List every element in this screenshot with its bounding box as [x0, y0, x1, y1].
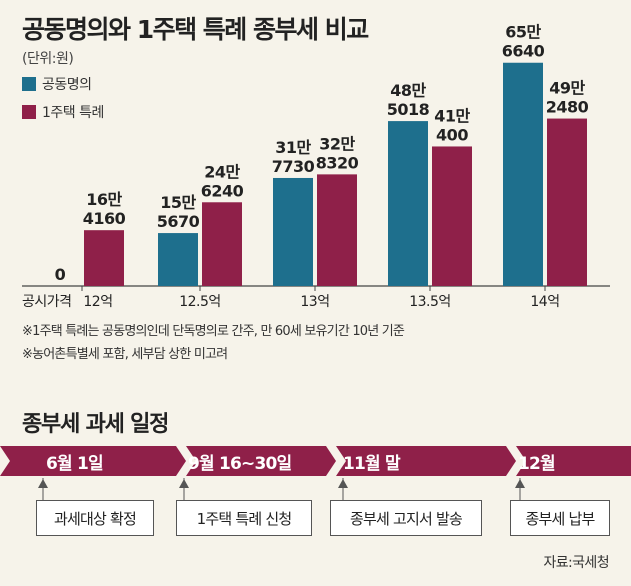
data-label-single-4: 2480	[546, 98, 589, 117]
data-label-joint-0: 0	[55, 265, 66, 284]
bar-joint-1	[158, 233, 198, 286]
chart-title: 공동명의와 1주택 특례 종부세 비교	[22, 15, 369, 44]
timeline-band-shape	[186, 446, 336, 476]
x-tick-label-4: 14억	[530, 294, 559, 310]
bar-joint-2	[273, 177, 313, 286]
source-label: 자료:국세청	[543, 555, 609, 571]
unit-label: (단위:원)	[22, 51, 74, 67]
data-label-joint-1: 5670	[157, 212, 200, 231]
connector-arrow	[515, 479, 525, 488]
timeline-band-shape	[0, 446, 186, 476]
timeline-band-shape	[336, 446, 516, 476]
note-2: ※농어촌특별세 포함, 세부담 상한 미고려	[22, 347, 228, 362]
data-label-single-1: 24만	[204, 162, 240, 181]
data-label-joint-2: 31만	[275, 138, 311, 157]
data-label-single-1: 6240	[201, 181, 244, 200]
connector-arrow	[179, 479, 189, 488]
legend-label-joint: 공동명의	[42, 77, 92, 93]
legend-item-joint: 공동명의	[22, 74, 92, 94]
legend-label-single: 1주택 특례	[42, 105, 104, 121]
data-label-joint-3: 48만	[390, 81, 426, 100]
x-tick-label-2: 13억	[300, 294, 329, 310]
legend-item-single: 1주택 특례	[22, 102, 104, 122]
data-label-joint-1: 15만	[160, 193, 196, 212]
x-axis-prefix: 공시가격	[22, 294, 72, 310]
data-label-single-2: 32만	[319, 134, 355, 153]
connector-arrow	[338, 479, 348, 488]
bar-joint-3	[388, 121, 428, 287]
data-label-single-3: 41만	[434, 106, 470, 125]
event-box-4: 종부세 납부	[510, 500, 610, 536]
x-tick-label-3: 13.5억	[409, 294, 451, 310]
bar-single-4	[547, 118, 587, 287]
bar-single-3	[432, 146, 472, 286]
event-box-3: 종부세 고지서 발송	[330, 500, 482, 536]
milestone-date-1: 6월 1일	[46, 454, 104, 474]
data-label-joint-2: 7730	[272, 157, 315, 176]
milestone-date-3: 11월 말	[343, 454, 401, 474]
event-box-1: 과세대상 확정	[36, 500, 154, 536]
timeline-band-shape	[516, 446, 631, 476]
data-label-single-3: 400	[436, 125, 468, 144]
x-tick-label-1: 12.5억	[179, 294, 221, 310]
data-label-single-2: 8320	[316, 153, 359, 172]
x-tick-label-0: 12억	[83, 294, 112, 310]
data-label-joint-4: 6640	[502, 42, 545, 61]
milestone-date-2: 9월 16~30일	[188, 454, 292, 474]
bar-joint-4	[503, 62, 543, 286]
data-label-single-4: 49만	[549, 79, 585, 98]
bar-single-2	[317, 174, 357, 286]
data-label-single-0: 16만	[86, 190, 122, 209]
data-label-single-0: 4160	[83, 209, 126, 228]
schedule-title: 종부세 과세 일정	[22, 412, 169, 437]
connector-arrow	[38, 479, 48, 488]
data-label-joint-3: 5018	[387, 100, 430, 119]
bar-single-0	[84, 230, 124, 286]
milestone-date-4: 12월	[518, 454, 556, 474]
legend-swatch-single	[22, 105, 36, 119]
legend-swatch-joint	[22, 77, 36, 91]
event-box-2: 1주택 특례 신청	[176, 500, 312, 536]
note-1: ※1주택 특례는 공동명의인데 단독명의로 간주, 만 60세 보유기간 10년…	[22, 324, 405, 339]
bar-single-1	[202, 202, 242, 286]
data-label-joint-4: 65만	[505, 23, 541, 42]
